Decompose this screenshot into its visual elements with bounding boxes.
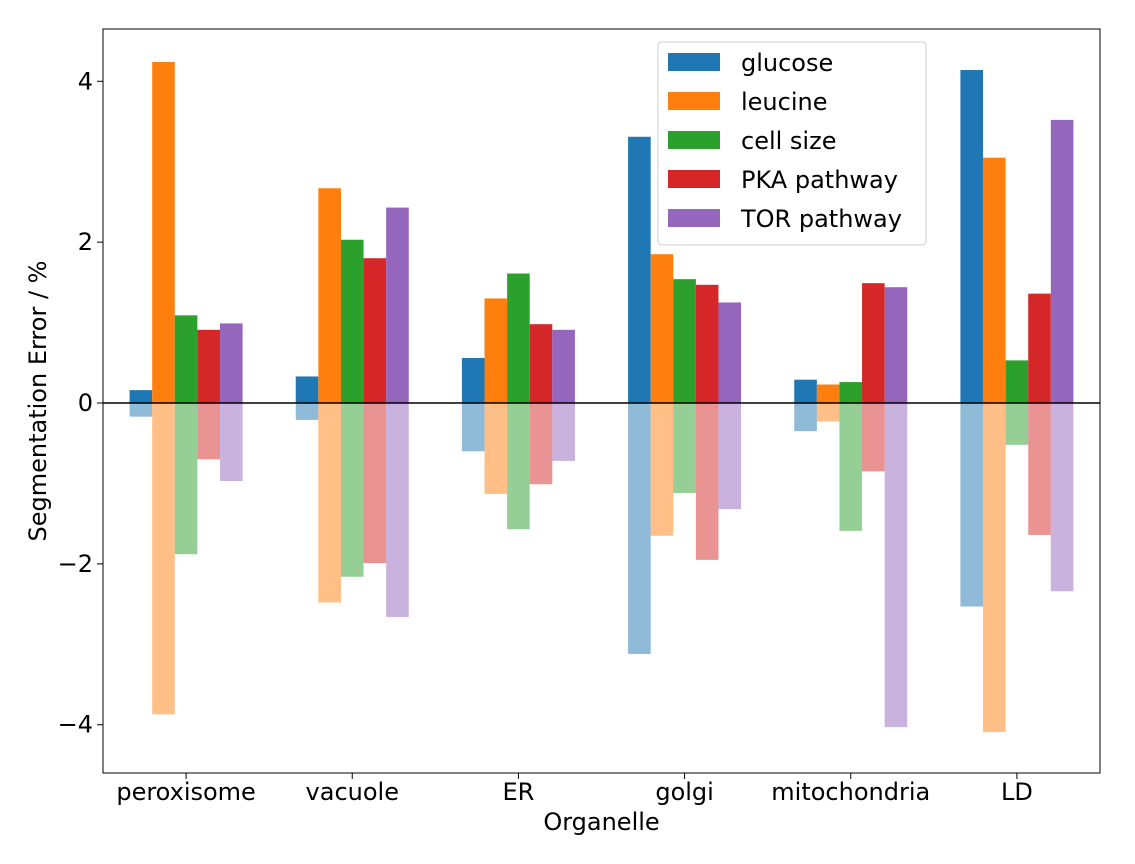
bar-pka-pathway-ld-negative [1028, 403, 1051, 535]
bar-pka-pathway-peroxisome-negative [197, 403, 220, 460]
bar-cell-size-mitochondria-positive [839, 382, 863, 404]
bar-cell-size-vacuole-positive [340, 239, 364, 404]
x-tick-label: ER [502, 778, 534, 806]
legend-swatch [668, 131, 720, 149]
bar-leucine-golgi-positive [650, 254, 674, 404]
bars-group [129, 61, 1074, 732]
legend-swatch [668, 209, 720, 227]
bar-leucine-mitochondria-negative [816, 403, 840, 422]
bar-glucose-vacuole-positive [295, 376, 319, 404]
bar-pka-pathway-ld-positive [1028, 293, 1051, 404]
bar-glucose-mitochondria-negative [794, 403, 817, 432]
legend-label: cell size [741, 127, 836, 155]
bar-tor-pathway-golgi-positive [718, 302, 742, 404]
bar-tor-pathway-vacuole-negative [386, 403, 409, 617]
bar-tor-pathway-mitochondria-negative [884, 403, 908, 728]
bar-cell-size-ld-positive [1005, 360, 1029, 404]
bar-tor-pathway-peroxisome-negative [219, 403, 243, 482]
bar-cell-size-golgi-negative [673, 403, 696, 494]
x-tick-label: peroxisome [116, 778, 256, 806]
bar-pka-pathway-mitochondria-negative [862, 403, 885, 472]
bar-tor-pathway-ld-positive [1050, 119, 1074, 404]
legend-label: PKA pathway [741, 166, 898, 194]
x-axis: peroxisome vacuole ER golgi mitochondria LD [116, 773, 1033, 806]
bar-pka-pathway-golgi-positive [695, 284, 719, 404]
y-axis-label: Segmentation Error / % [24, 261, 52, 542]
bar-glucose-golgi-negative [628, 403, 651, 654]
bar-pka-pathway-golgi-negative [695, 403, 719, 560]
bar-tor-pathway-er-negative [552, 403, 575, 461]
y-axis: 4 2 0 −2 −4 [58, 67, 103, 739]
bar-leucine-vacuole-negative [318, 403, 341, 603]
bar-pka-pathway-er-negative [529, 403, 553, 485]
legend-swatch [668, 53, 720, 71]
plot-frame [102, 28, 1101, 774]
bar-glucose-peroxisome-positive [129, 390, 153, 404]
x-tick-label: golgi [655, 778, 714, 806]
bar-glucose-peroxisome-negative [129, 403, 153, 417]
bar-leucine-ld-positive [983, 157, 1006, 404]
legend-swatch [668, 170, 720, 188]
bar-pka-pathway-mitochondria-positive [862, 283, 885, 404]
bar-cell-size-golgi-positive [673, 279, 696, 404]
y-tick-label: 0 [78, 389, 93, 417]
bar-cell-size-ld-negative [1005, 403, 1029, 445]
legend: glucose leucine cell size PKA pathway TOR pa… [657, 41, 927, 246]
bar-glucose-golgi-positive [628, 136, 651, 404]
bar-cell-size-peroxisome-negative [174, 403, 198, 555]
y-tick-label: −2 [58, 550, 93, 578]
legend-label: glucose [741, 49, 833, 77]
bar-cell-size-peroxisome-positive [174, 315, 198, 404]
legend-label: leucine [741, 88, 827, 116]
bar-tor-pathway-ld-negative [1050, 403, 1074, 592]
bar-glucose-ld-negative [960, 403, 984, 607]
bar-leucine-peroxisome-positive [152, 61, 175, 404]
bar-pka-pathway-peroxisome-positive [197, 329, 220, 404]
y-tick-label: −4 [58, 711, 93, 739]
bar-pka-pathway-er-positive [529, 324, 553, 404]
legend-swatch [668, 92, 720, 110]
bar-leucine-vacuole-positive [318, 188, 341, 404]
bar-glucose-mitochondria-positive [794, 379, 817, 404]
bar-pka-pathway-vacuole-negative [363, 403, 387, 564]
x-tick-label: mitochondria [771, 778, 930, 806]
bar-glucose-vacuole-negative [295, 403, 319, 420]
x-tick-label: LD [1001, 778, 1033, 806]
bar-leucine-er-negative [484, 403, 508, 494]
bar-tor-pathway-vacuole-positive [386, 207, 409, 404]
bar-tor-pathway-peroxisome-positive [219, 323, 243, 404]
legend-box [657, 41, 927, 246]
y-tick-label: 4 [78, 67, 93, 95]
bar-cell-size-mitochondria-negative [839, 403, 863, 531]
bar-glucose-er-positive [461, 357, 485, 404]
bar-tor-pathway-golgi-negative [718, 403, 742, 510]
bar-leucine-peroxisome-negative [152, 403, 175, 715]
bar-tor-pathway-er-positive [552, 329, 575, 404]
x-axis-label: Organelle [543, 808, 659, 836]
bar-leucine-er-positive [484, 298, 508, 404]
bar-cell-size-er-negative [507, 403, 530, 530]
bar-tor-pathway-mitochondria-positive [884, 287, 908, 404]
x-tick-label: vacuole [306, 778, 399, 806]
bar-leucine-golgi-negative [650, 403, 674, 536]
bar-leucine-ld-negative [983, 403, 1006, 732]
bar-cell-size-vacuole-negative [340, 403, 364, 577]
y-tick-label: 2 [78, 228, 93, 256]
bar-glucose-ld-positive [960, 70, 984, 404]
bar-pka-pathway-vacuole-positive [363, 258, 387, 404]
legend-label: TOR pathway [740, 205, 902, 233]
bar-cell-size-er-positive [507, 273, 530, 404]
bar-glucose-er-negative [461, 403, 485, 452]
bar-leucine-mitochondria-positive [816, 384, 840, 404]
